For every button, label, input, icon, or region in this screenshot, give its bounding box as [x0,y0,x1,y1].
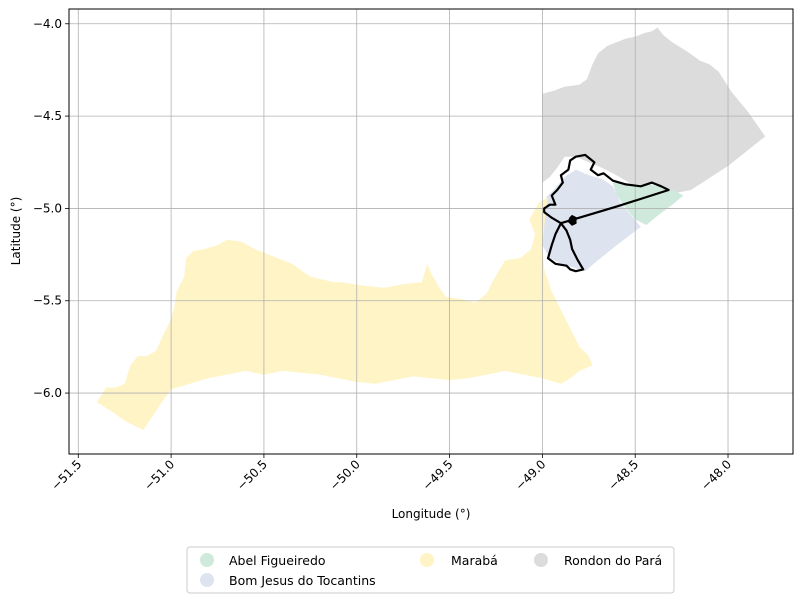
legend: Abel Figueiredo Bom Jesus do Tocantins M… [186,546,675,594]
x-tick-label-0: −51.5 [48,457,84,493]
legend-label-bom-jesus-do-tocantins: Bom Jesus do Tocantins [229,573,376,588]
x-axis: −51.5 −51.0 −50.5 −50.0 −49.5 −49.0 −48.5 −48.0 [48,454,734,493]
y-axis-title: Latitude (°) [9,197,23,266]
x-tick-label-5: −49.0 [513,457,549,493]
plot-frame [68,8,794,455]
x-tick-label-4: −49.5 [420,457,456,493]
region-bomjesus [542,169,641,272]
x-tick-label-1: −51.0 [141,457,177,493]
y-tick-label-0: −4.0 [33,17,62,31]
region-rondon [542,27,766,194]
legend-label-rondon-do-para: Rondon do Pará [564,553,662,568]
legend-frame [186,546,675,594]
x-tick-label-2: −50.5 [234,457,270,493]
x-axis-title: Longitude (°) [392,507,471,521]
region-maraba [96,197,593,430]
x-tick-label-3: −50.0 [327,457,363,493]
highlight-boundary-island [567,214,577,226]
regions-layer [96,27,766,430]
x-tick-label-6: −48.5 [605,457,641,493]
legend-label-abel-figueiredo: Abel Figueiredo [229,553,326,568]
y-tick-label-4: −6.0 [33,386,62,400]
y-tick-label-2: −5.0 [33,201,62,215]
y-tick-label-3: −5.5 [33,294,62,308]
outline-layer [543,153,670,273]
legend-swatch-maraba [420,553,434,567]
legend-label-maraba: Marabá [451,553,498,568]
legend-swatch-abel-figueiredo [200,553,214,567]
highlight-boundary [543,153,670,273]
y-axis: −4.0 −4.5 −5.0 −5.5 −6.0 [33,17,69,400]
x-tick-label-7: −48.0 [698,457,734,493]
legend-swatch-bom-jesus-do-tocantins [200,573,214,587]
legend-swatch-rondon-do-para [534,553,548,567]
region-abel [612,182,684,225]
y-tick-label-1: −4.5 [33,109,62,123]
grid-layer [69,9,793,454]
